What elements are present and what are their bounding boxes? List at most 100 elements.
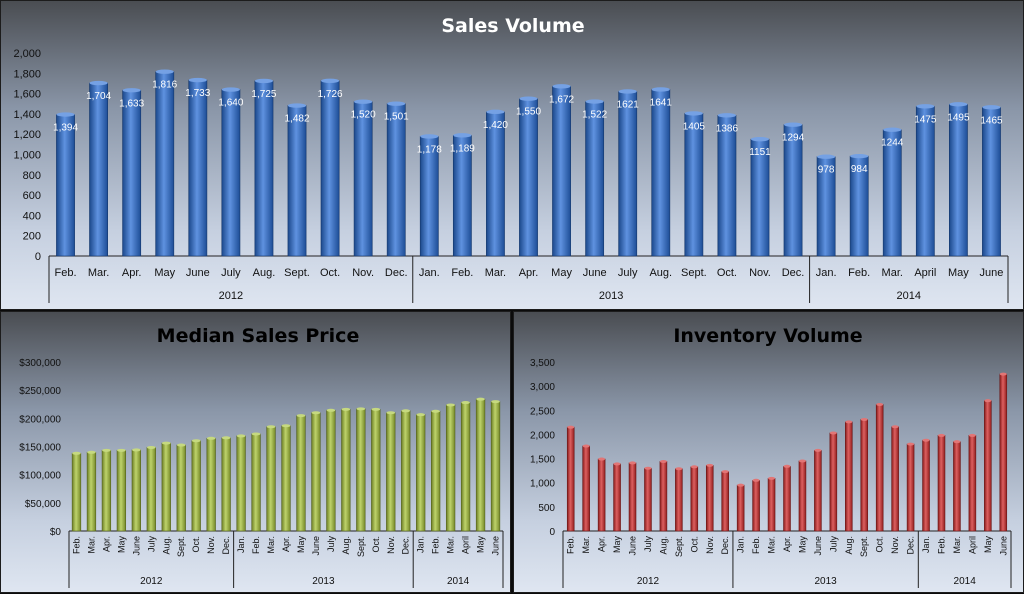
x-tick-label: Aug. <box>253 267 276 279</box>
data-label: 1,725 <box>251 89 276 100</box>
bar-cap <box>916 104 935 109</box>
bar <box>618 91 638 257</box>
x-tick-label: Jan. <box>816 267 837 279</box>
group-label: 2013 <box>814 576 837 587</box>
x-tick-label: Mar. <box>581 536 591 554</box>
bar <box>767 478 776 532</box>
x-tick-label: May <box>612 536 622 554</box>
bar <box>690 466 699 532</box>
x-tick-label: June <box>628 536 638 556</box>
x-tick-label: Sept. <box>681 267 707 279</box>
chart-title: Median Sales Price <box>157 325 360 347</box>
bar-cap <box>416 413 426 417</box>
bar <box>982 107 1001 257</box>
bar <box>705 465 714 532</box>
bar-cap <box>281 424 291 428</box>
x-tick-label: July <box>828 536 838 553</box>
bar <box>659 461 668 532</box>
data-label: 1151 <box>749 147 771 158</box>
y-tick-label: 3,000 <box>530 382 555 393</box>
bar-cap <box>341 407 351 411</box>
bar <box>736 484 745 532</box>
x-tick-label: Jan. <box>736 536 746 553</box>
bar <box>968 435 977 532</box>
bar <box>287 105 307 257</box>
data-label: 1,501 <box>384 112 409 123</box>
x-tick-label: Feb. <box>55 267 77 279</box>
bar <box>311 412 321 532</box>
group-label: 2012 <box>219 290 243 302</box>
bar-cap <box>651 87 670 92</box>
bar-cap <box>221 436 231 440</box>
bar <box>353 101 373 257</box>
data-label: 1495 <box>947 112 970 123</box>
bar <box>460 402 471 532</box>
bar <box>475 398 486 532</box>
bar-cap <box>206 436 216 440</box>
bar-cap <box>984 399 992 403</box>
bar-cap <box>236 434 246 438</box>
bar <box>845 421 853 532</box>
bar-cap <box>768 476 776 480</box>
bar-cap <box>891 425 899 429</box>
bar-cap <box>883 127 902 132</box>
bar-cap <box>845 420 853 424</box>
bar <box>999 373 1008 532</box>
bar-cap <box>567 425 575 429</box>
bar <box>915 105 935 257</box>
bar <box>191 440 201 532</box>
data-label: 1,633 <box>119 98 144 109</box>
bar-cap <box>446 403 455 407</box>
x-tick-label: Apr. <box>122 267 142 279</box>
bar-cap <box>953 440 961 444</box>
bar-cap <box>922 438 930 442</box>
bar-cap <box>798 459 806 463</box>
x-tick-label: July <box>146 536 156 553</box>
group-label: 2013 <box>312 576 335 587</box>
data-label: 1,640 <box>218 98 243 109</box>
chart-title: Inventory Volume <box>673 325 862 347</box>
bar-cap <box>296 414 306 418</box>
bar-cap <box>387 101 406 106</box>
data-label: 1475 <box>914 114 937 125</box>
bar-cap <box>161 441 171 445</box>
bar <box>122 89 142 257</box>
bar <box>371 409 381 532</box>
bar <box>675 468 683 532</box>
median-sales-price-chart: Median Sales Price $0 $50,000 $100,000 $150,… <box>19 325 504 588</box>
bar-cap <box>420 134 439 139</box>
bar <box>949 103 968 257</box>
bar <box>717 115 737 257</box>
bar <box>585 101 605 257</box>
x-tick-label: Dec. <box>906 536 916 555</box>
x-tick-label: Sept. <box>176 536 186 557</box>
y-tick-label: 200 <box>23 231 41 243</box>
bar-cap <box>850 153 869 159</box>
bar <box>56 114 75 257</box>
x-tick-label: Jan. <box>236 536 246 553</box>
inventory-volume-chart: Inventory Volume 0 500 1,000 1,500 2,000 2,500… <box>530 325 1012 588</box>
bar <box>684 113 704 257</box>
data-label: 1405 <box>683 121 706 132</box>
x-tick-label: Jan. <box>419 267 440 279</box>
bar-cap <box>907 442 915 446</box>
bar-cap <box>221 87 240 92</box>
data-label: 978 <box>818 165 835 176</box>
group-label: 2014 <box>447 576 470 587</box>
x-tick-label: June <box>131 536 141 556</box>
x-tick-label: May <box>551 267 572 279</box>
bar <box>486 111 505 257</box>
x-tick-label: July <box>221 267 241 279</box>
sales-volume-panel: Sales Volume 0 200 400 600 800 1,000 1,200 1,400… <box>0 0 1024 310</box>
x-tick-label: Oct. <box>191 536 201 553</box>
x-tick-label: Apr. <box>519 267 539 279</box>
x-tick-label: Feb. <box>848 267 870 279</box>
group-label: 2012 <box>140 576 163 587</box>
y-tick-label: 1,000 <box>13 150 41 162</box>
bar-cap <box>132 448 141 452</box>
bar-cap <box>949 102 968 107</box>
bar-cap <box>311 411 321 415</box>
bar <box>922 439 930 532</box>
bar <box>101 450 112 532</box>
bar-cap <box>431 409 440 413</box>
